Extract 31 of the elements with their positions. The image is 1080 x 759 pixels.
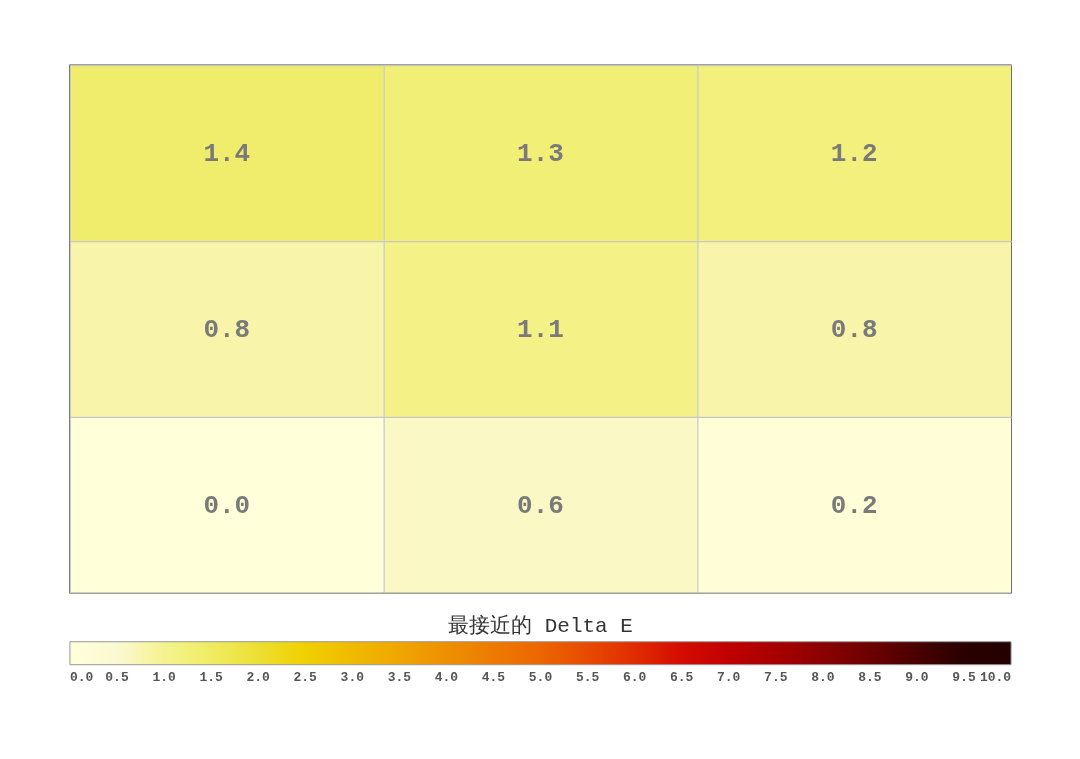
color-bar-label: 4.5	[481, 669, 506, 685]
color-bar-label: 5.0	[528, 669, 553, 685]
color-bar-label: 3.0	[340, 669, 365, 685]
data-label: 1.1	[517, 315, 564, 346]
color-bar-label: 8.5	[858, 669, 882, 685]
color-bar-label: 9.5	[952, 669, 976, 685]
color-bar-label: 8.0	[811, 669, 835, 685]
color-bar-label: 7.0	[717, 669, 741, 685]
color-bar-label: 6.0	[622, 669, 647, 685]
data-label: 0.2	[830, 490, 878, 521]
color-bar-label: 10.0	[979, 669, 1012, 685]
color-bar-label: 4.0	[434, 669, 459, 685]
color-bar-label: 0.0	[69, 669, 94, 685]
color-bar-label: 6.5	[669, 669, 694, 685]
color-bar-label: 5.5	[575, 669, 600, 685]
data-label: 0.8	[203, 315, 251, 346]
color-bar-label: 0.5	[105, 669, 129, 685]
color-bar-label: 7.5	[764, 669, 788, 685]
data-label: 1.4	[203, 139, 251, 170]
data-label: 1.3	[517, 139, 564, 170]
data-label: 0.6	[517, 490, 564, 521]
data-label: 0.0	[203, 490, 251, 521]
color-bar-label: 2.5	[293, 669, 318, 685]
data-label: 0.8	[830, 315, 878, 346]
color-bar-label: 2.0	[246, 669, 271, 685]
color-bar-label: 1.5	[199, 669, 223, 685]
color-bar-title: 最接近的 Delta E	[448, 613, 633, 638]
color-bar-label: 9.0	[905, 669, 929, 685]
color-bar-label: 3.5	[387, 669, 412, 685]
color-bar-label: 1.0	[152, 669, 176, 685]
data-label: 1.2	[830, 139, 878, 170]
